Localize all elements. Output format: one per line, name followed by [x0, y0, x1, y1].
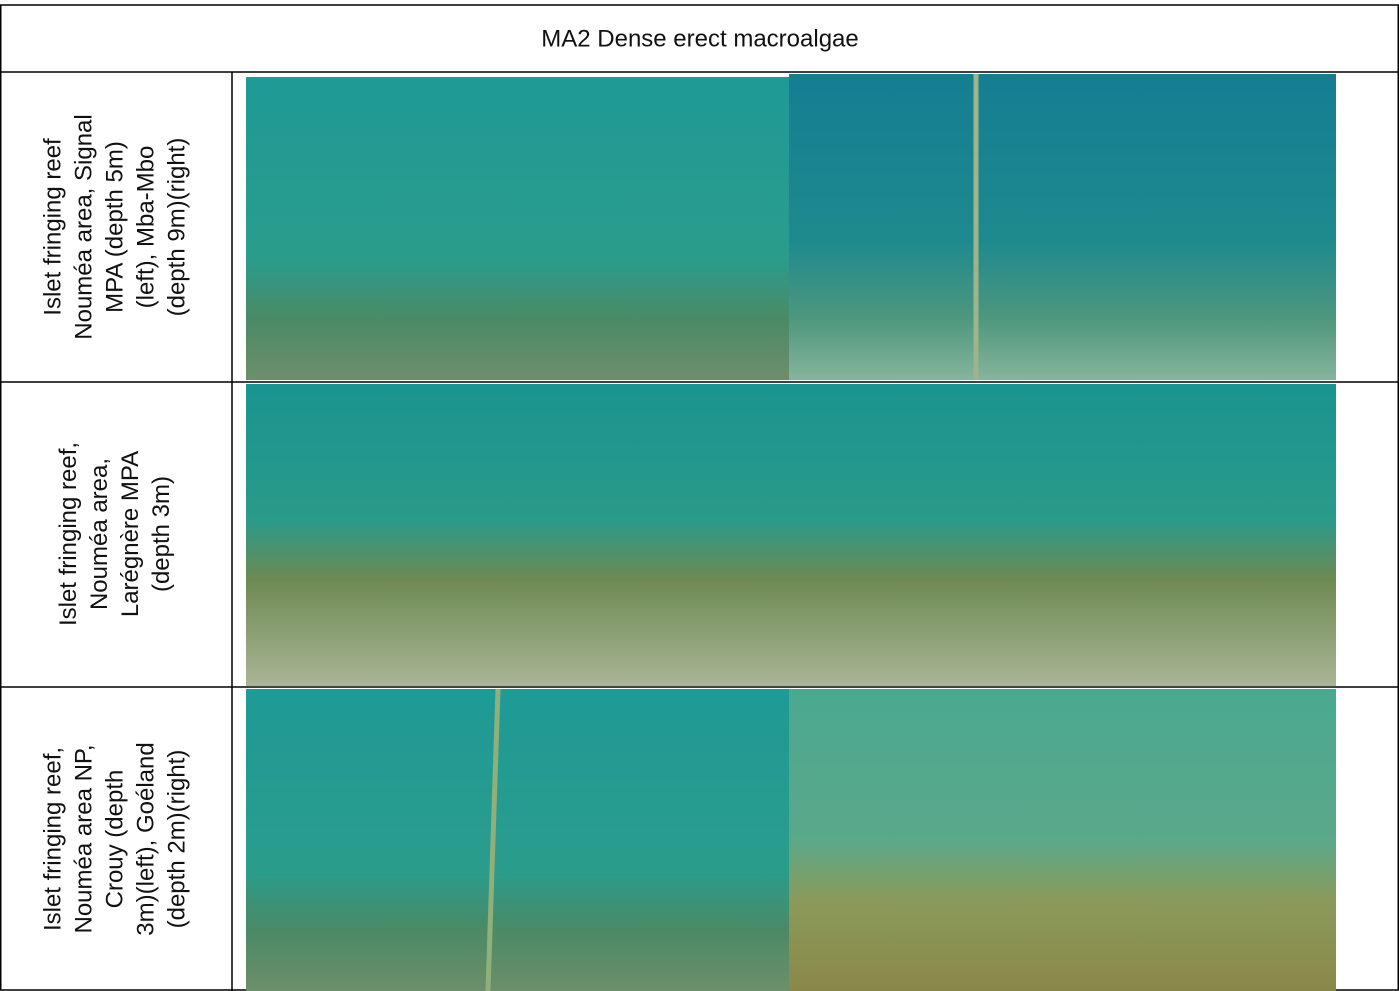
row-label-line: MPA (depth 5m): [101, 141, 128, 313]
row-label-line: (depth 3m): [148, 476, 175, 592]
table-title: MA2 Dense erect macroalgae: [541, 25, 858, 52]
row-label-line: Nouméa area,: [86, 458, 113, 610]
photo: [246, 384, 789, 686]
row-labels: Islet fringing reef Nouméa area, Signal MP…: [39, 114, 190, 935]
row-label-line: Crouy (depth: [101, 770, 128, 909]
photo: [789, 74, 1336, 380]
row-label-line: Larégnère MPA: [117, 451, 144, 617]
row-label-line: 3m)(left), Goéland: [132, 742, 159, 935]
row-label-line: (depth 2m)(right): [163, 750, 190, 929]
photo: [246, 77, 789, 380]
row-label-line: (left), Mba-Mbo: [132, 146, 159, 309]
row-label-line: Islet fringing reef: [39, 138, 66, 316]
row-label-line: Nouméa area NP,: [70, 745, 97, 934]
row-label-line: Islet fringing reef,: [55, 442, 82, 626]
photo: [246, 689, 789, 991]
row-label-line: (depth 9m)(right): [163, 138, 190, 317]
photo: [789, 384, 1336, 686]
row-label-line: Nouméa area, Signal: [70, 114, 97, 339]
photo: [789, 689, 1336, 991]
row-label-line: Islet fringing reef,: [39, 747, 66, 931]
photo-pole: [485, 688, 501, 991]
